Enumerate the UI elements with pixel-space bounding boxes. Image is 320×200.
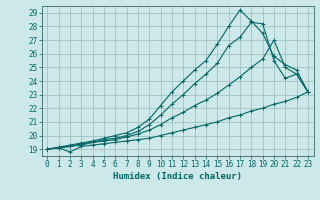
- X-axis label: Humidex (Indice chaleur): Humidex (Indice chaleur): [113, 172, 242, 181]
